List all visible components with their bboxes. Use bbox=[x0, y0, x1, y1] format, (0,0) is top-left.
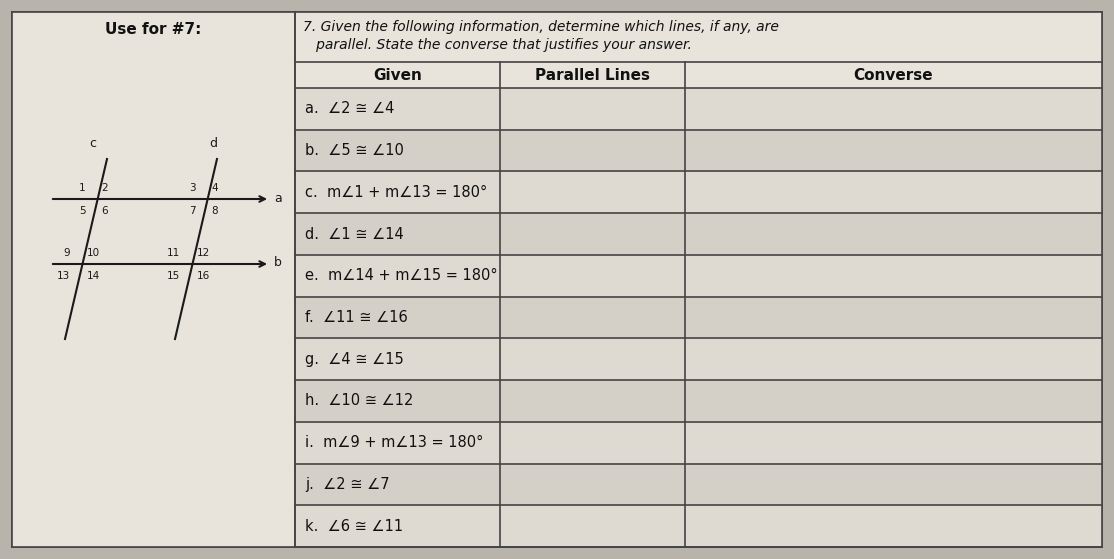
Text: 6: 6 bbox=[101, 206, 108, 216]
Text: 5: 5 bbox=[79, 206, 86, 216]
Text: c: c bbox=[89, 137, 96, 150]
Bar bbox=[295, 88, 1102, 130]
Text: h.  ∠10 ≅ ∠12: h. ∠10 ≅ ∠12 bbox=[305, 394, 413, 409]
Bar bbox=[295, 338, 1102, 380]
Text: e.  m∠14 + m∠15 = 180°: e. m∠14 + m∠15 = 180° bbox=[305, 268, 498, 283]
Text: 9: 9 bbox=[63, 248, 70, 258]
Text: d: d bbox=[209, 137, 217, 150]
Text: 15: 15 bbox=[167, 271, 180, 281]
Text: 4: 4 bbox=[212, 183, 218, 193]
Text: 2: 2 bbox=[101, 183, 108, 193]
Text: 12: 12 bbox=[196, 248, 209, 258]
Text: Parallel Lines: Parallel Lines bbox=[535, 68, 649, 83]
Text: a: a bbox=[274, 192, 282, 205]
Text: d.  ∠1 ≅ ∠14: d. ∠1 ≅ ∠14 bbox=[305, 226, 403, 241]
Bar bbox=[295, 463, 1102, 505]
Bar bbox=[295, 255, 1102, 297]
Bar bbox=[12, 12, 295, 547]
Bar bbox=[295, 380, 1102, 422]
Text: 11: 11 bbox=[167, 248, 180, 258]
Text: 14: 14 bbox=[87, 271, 100, 281]
Text: 13: 13 bbox=[57, 271, 70, 281]
Text: Converse: Converse bbox=[853, 68, 934, 83]
Text: j.  ∠2 ≅ ∠7: j. ∠2 ≅ ∠7 bbox=[305, 477, 390, 492]
Bar bbox=[295, 422, 1102, 463]
Text: 3: 3 bbox=[189, 183, 196, 193]
Text: 1: 1 bbox=[79, 183, 86, 193]
Text: i.  m∠9 + m∠13 = 180°: i. m∠9 + m∠13 = 180° bbox=[305, 435, 483, 450]
Text: b.  ∠5 ≅ ∠10: b. ∠5 ≅ ∠10 bbox=[305, 143, 404, 158]
Text: Use for #7:: Use for #7: bbox=[106, 22, 202, 37]
Bar bbox=[295, 297, 1102, 338]
Bar bbox=[295, 172, 1102, 213]
Text: a.  ∠2 ≅ ∠4: a. ∠2 ≅ ∠4 bbox=[305, 101, 394, 116]
Text: b: b bbox=[274, 257, 282, 269]
Text: f.  ∠11 ≅ ∠16: f. ∠11 ≅ ∠16 bbox=[305, 310, 408, 325]
Bar bbox=[295, 213, 1102, 255]
Text: 8: 8 bbox=[212, 206, 218, 216]
Text: 7. Given the following information, determine which lines, if any, are: 7. Given the following information, dete… bbox=[303, 20, 779, 34]
Bar bbox=[295, 505, 1102, 547]
Text: k.  ∠6 ≅ ∠11: k. ∠6 ≅ ∠11 bbox=[305, 519, 403, 534]
Text: parallel. State the converse that justifies your answer.: parallel. State the converse that justif… bbox=[303, 38, 692, 52]
Text: 7: 7 bbox=[189, 206, 196, 216]
Bar bbox=[295, 130, 1102, 172]
Text: 16: 16 bbox=[196, 271, 209, 281]
Text: 10: 10 bbox=[87, 248, 99, 258]
Text: Given: Given bbox=[373, 68, 422, 83]
Text: g.  ∠4 ≅ ∠15: g. ∠4 ≅ ∠15 bbox=[305, 352, 403, 367]
Bar bbox=[295, 62, 1102, 88]
Bar bbox=[295, 12, 1102, 62]
Text: c.  m∠1 + m∠13 = 180°: c. m∠1 + m∠13 = 180° bbox=[305, 185, 487, 200]
